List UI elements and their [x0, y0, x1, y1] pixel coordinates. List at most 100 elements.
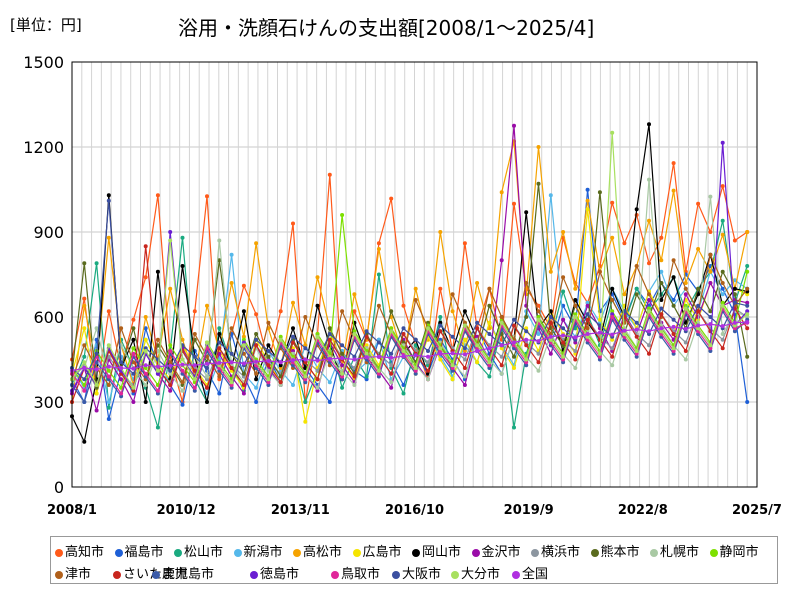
- series-14-point: [524, 363, 529, 368]
- series-18-point: [450, 363, 455, 368]
- series-6-point: [671, 275, 676, 280]
- series-2-point: [155, 425, 160, 430]
- series-16-point: [266, 380, 271, 385]
- series-8-point: [573, 349, 578, 353]
- series-0-point: [438, 286, 443, 291]
- series-16-point: [597, 354, 602, 359]
- series-2-point: [376, 272, 381, 277]
- series-16-point: [634, 351, 639, 356]
- series-4-point: [106, 235, 111, 240]
- series-12-point: [82, 343, 87, 348]
- legend-item: 静岡市: [709, 541, 759, 560]
- series-16-point: [106, 374, 111, 379]
- series-4-point: [438, 230, 443, 234]
- series-19-point: [413, 353, 418, 358]
- series-17-point: [82, 377, 87, 382]
- series-19-point: [536, 339, 541, 344]
- series-12-point: [548, 332, 553, 336]
- series-19-point: [659, 326, 664, 331]
- series-16-point: [524, 360, 529, 365]
- series-19-point: [352, 357, 357, 362]
- series-14-point: [155, 391, 160, 396]
- series-lines: [70, 122, 750, 444]
- series-7-point: [708, 281, 713, 285]
- series-12-point: [340, 309, 345, 314]
- series-7-point: [94, 408, 99, 413]
- legend-label: 福島市: [124, 545, 164, 560]
- series-19-point: [561, 333, 566, 338]
- series-16-point: [376, 371, 381, 376]
- series-line-2: [71, 220, 748, 429]
- series-12-point: [610, 298, 615, 302]
- legend-item: 高松市: [293, 541, 342, 560]
- series-18-point: [475, 343, 480, 348]
- series-17-point: [401, 326, 406, 331]
- series-16-point: [708, 346, 713, 351]
- series-7-point: [647, 298, 651, 302]
- legend-marker: [250, 570, 258, 579]
- series-18-point: [352, 332, 357, 336]
- series-18-point: [229, 380, 234, 385]
- series-19-point: [119, 366, 124, 370]
- series-3-point: [291, 383, 295, 387]
- series-line-19: [71, 321, 748, 372]
- series-2-point: [438, 315, 443, 319]
- legend-marker: [650, 548, 658, 557]
- series-19-point: [376, 354, 381, 359]
- series-9-point: [745, 354, 750, 359]
- series-7-point: [573, 340, 578, 345]
- series-8-point: [462, 357, 467, 362]
- series-13-point: [168, 383, 173, 387]
- series-0-point: [512, 201, 516, 206]
- series-2-point: [106, 405, 111, 410]
- series-3-point: [106, 400, 111, 404]
- series-18-point: [376, 368, 381, 373]
- series-14-point: [376, 374, 381, 379]
- series-9-point: [82, 261, 87, 266]
- series-19-point: [573, 335, 578, 340]
- series-10-point: [180, 388, 185, 393]
- series-10-point: [352, 383, 357, 387]
- series-3-point: [732, 278, 737, 283]
- series-19-point: [634, 327, 639, 332]
- legend-item: 鳥取市: [331, 563, 380, 582]
- series-12-point: [597, 269, 602, 274]
- series-4-point: [573, 286, 578, 291]
- series-12-point: [708, 252, 713, 257]
- series-0-point: [131, 317, 136, 322]
- series-4-point: [143, 315, 148, 319]
- series-2-point: [82, 354, 87, 359]
- series-7-point: [168, 388, 173, 393]
- series-18-point: [413, 366, 418, 370]
- series-12-point: [106, 383, 111, 387]
- series-19-point: [671, 324, 676, 329]
- series-12-point: [462, 320, 467, 325]
- series-4-point: [696, 247, 701, 251]
- y-tick-label: 600: [33, 308, 64, 327]
- legend-item: 広島市: [352, 541, 402, 560]
- legend-label: 横浜市: [541, 545, 581, 560]
- series-10-point: [499, 371, 504, 376]
- series-18-point: [548, 337, 553, 342]
- series-19-point: [327, 356, 332, 361]
- series-0-point: [254, 312, 259, 317]
- series-6-point: [438, 320, 443, 325]
- series-11-point: [536, 315, 541, 319]
- legend-marker: [55, 570, 63, 579]
- series-18-point: [143, 349, 148, 353]
- series-0-point: [708, 230, 713, 234]
- series-13-point: [131, 388, 136, 393]
- series-1-point: [143, 326, 148, 331]
- series-6-point: [106, 193, 111, 198]
- series-6-point: [205, 400, 209, 404]
- series-0-point: [462, 241, 467, 246]
- series-16-point: [82, 388, 87, 393]
- series-17-point: [745, 303, 750, 308]
- series-4-point: [720, 232, 725, 237]
- series-6-point: [241, 309, 246, 314]
- series-4-point: [745, 230, 750, 234]
- series-8-point: [683, 340, 688, 345]
- series-10-point: [278, 383, 283, 387]
- series-0-point: [720, 184, 725, 189]
- chart-title: 浴用・洗顔石けんの支出額[2008/1～2025/4]: [178, 16, 595, 40]
